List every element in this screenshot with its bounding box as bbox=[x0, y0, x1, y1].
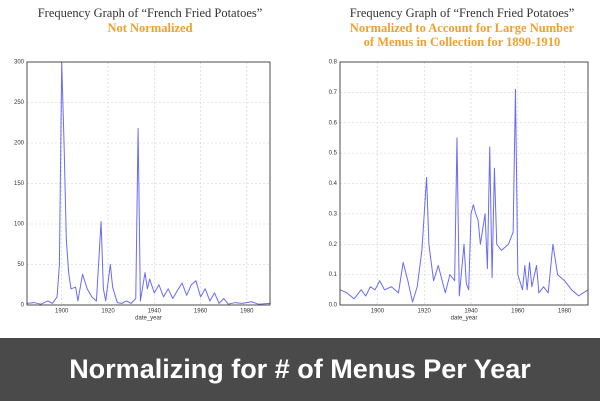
chart-title: Frequency Graph of “French Fried Potatoe… bbox=[38, 6, 263, 20]
x-tick-label: 1900 bbox=[371, 309, 385, 315]
x-tick-label: 1980 bbox=[240, 309, 254, 315]
x-tick-label: 1900 bbox=[55, 309, 69, 315]
y-tick-label: 50 bbox=[17, 262, 24, 268]
plot-frame bbox=[339, 61, 589, 306]
y-tick-label: 0.6 bbox=[329, 120, 338, 126]
y-tick-label: 200 bbox=[14, 141, 25, 147]
x-axis-label: date_year bbox=[451, 316, 478, 322]
x-tick-label: 1940 bbox=[464, 309, 478, 315]
banner bbox=[0, 338, 600, 401]
y-tick-label: 0.0 bbox=[329, 303, 338, 309]
chart-title: Frequency Graph of “French Fried Potatoe… bbox=[350, 6, 575, 20]
y-tick-label: 0.3 bbox=[329, 211, 338, 217]
chart-subtitle: of Menus in Collection for 1890-1910 bbox=[364, 35, 561, 49]
x-tick-label: 1920 bbox=[418, 309, 432, 315]
plot-frame bbox=[26, 61, 271, 306]
y-tick-label: 100 bbox=[14, 222, 25, 228]
x-tick-label: 1960 bbox=[194, 309, 208, 315]
chart-subtitle: Not Normalized bbox=[107, 21, 192, 35]
banner-text: Normalizing for # of Menus Per Year bbox=[69, 354, 531, 384]
x-tick-label: 1920 bbox=[101, 309, 115, 315]
y-tick-label: 300 bbox=[14, 60, 25, 66]
data-line bbox=[339, 88, 589, 303]
y-tick-label: 0.1 bbox=[329, 272, 338, 278]
y-tick-label: 0.8 bbox=[329, 60, 338, 66]
x-tick-label: 1980 bbox=[558, 309, 572, 315]
y-tick-label: 0.7 bbox=[329, 90, 338, 96]
y-tick-label: 0.5 bbox=[329, 151, 338, 157]
y-tick-label: 0.2 bbox=[329, 242, 338, 248]
y-tick-label: 250 bbox=[14, 100, 25, 106]
x-tick-label: 1960 bbox=[511, 309, 525, 315]
y-tick-label: 0.4 bbox=[329, 181, 338, 187]
chart-subtitle: Normalized to Account for Large Number bbox=[350, 21, 575, 35]
y-tick-label: 150 bbox=[14, 181, 25, 187]
data-line bbox=[26, 61, 271, 305]
x-tick-label: 1940 bbox=[148, 309, 162, 315]
y-tick-label: 0 bbox=[21, 303, 25, 309]
x-axis-label: date_year bbox=[135, 316, 162, 322]
